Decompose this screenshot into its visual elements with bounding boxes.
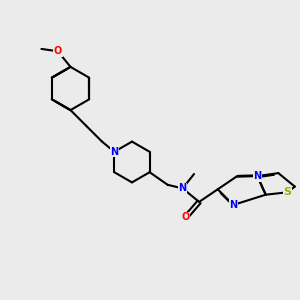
Text: S: S: [283, 187, 291, 197]
Text: N: N: [178, 183, 187, 194]
Text: O: O: [182, 212, 190, 223]
Text: N: N: [253, 171, 261, 181]
Text: N: N: [110, 147, 118, 157]
Text: N: N: [229, 200, 237, 210]
Text: O: O: [54, 46, 62, 56]
